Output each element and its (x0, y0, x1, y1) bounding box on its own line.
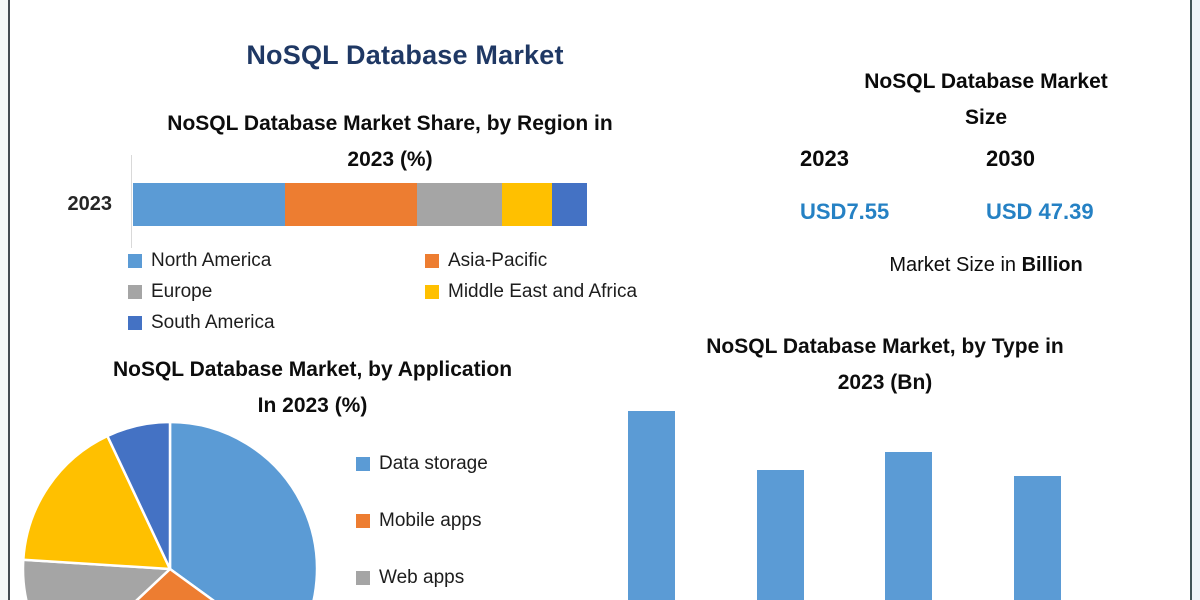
type-bar (628, 411, 675, 600)
region-chart-title: NoSQL Database Market Share, by Region i… (110, 106, 670, 178)
caption-bold: Billion (1021, 254, 1083, 276)
right-border-line (1190, 0, 1192, 600)
legend-item-asia-pacific: Asia-Pacific (425, 250, 637, 272)
region-bar-segment (502, 183, 553, 226)
legend-marker-icon (128, 315, 142, 330)
year-2023-label: 2023 (800, 146, 849, 171)
region-chart-title-line1: NoSQL Database Market Share, by Region i… (167, 112, 613, 135)
legend-item-web-apps: Web apps (356, 566, 488, 590)
type-chart-title-line2: 2023 (Bn) (837, 371, 933, 394)
legend-item-europe: Europe (128, 281, 425, 303)
legend-item-data-storage: Data storage (356, 452, 488, 476)
legend-label: Middle East and Africa (448, 280, 638, 302)
legend-item-south-america: South America (128, 312, 425, 334)
legend-marker-icon (128, 253, 142, 268)
legend-item-north-america: North America (128, 250, 425, 272)
application-chart-title: NoSQL Database Market, by Application In… (55, 352, 570, 424)
caption-prefix: Market Size in (889, 254, 1022, 276)
market-size-title: NoSQL Database Market Size (800, 64, 1172, 136)
legend-label: South America (151, 311, 275, 333)
legend-label: Web apps (379, 567, 465, 588)
legend-marker-icon (356, 514, 370, 528)
legend-marker-icon (128, 284, 142, 299)
application-chart-title-line2: In 2023 (%) (257, 394, 368, 417)
pie-slice (168, 420, 319, 600)
legend-label: Asia-Pacific (448, 249, 548, 271)
type-bar (756, 470, 804, 600)
type-chart-title: NoSQL Database Market, by Type in 2023 (… (655, 329, 1115, 401)
value-2023: USD7.55 (800, 199, 890, 224)
application-pie-chart (21, 420, 319, 600)
application-chart-title-line1: NoSQL Database Market, by Application (112, 358, 513, 381)
type-bar (885, 452, 933, 600)
legend-item-mobile-apps: Mobile apps (356, 509, 488, 533)
legend-marker-icon (356, 571, 370, 585)
region-chart-axis-line (131, 155, 132, 248)
page-title: NoSQL Database Market (246, 40, 564, 70)
pie-slice (135, 567, 215, 600)
type-bar (1013, 476, 1061, 600)
legend-label: Europe (151, 280, 213, 302)
region-stacked-bar (133, 183, 587, 226)
market-size-panel: NoSQL Database Market Size (800, 64, 1172, 136)
type-bar-chart (628, 411, 1061, 600)
legend-marker-icon (356, 457, 370, 471)
left-edge-strip (0, 0, 8, 600)
market-size-title-line2: Size (964, 106, 1008, 129)
pie-slice (21, 558, 172, 600)
legend-label: Data storage (379, 453, 488, 474)
application-legend: Data storage Mobile apps Web apps (356, 452, 488, 600)
region-bar-segment (285, 183, 418, 226)
value-2030: USD 47.39 (986, 199, 1094, 224)
market-size-title-line1: NoSQL Database Market (864, 70, 1108, 93)
region-bar-segment (133, 183, 286, 226)
region-bar-segment (417, 183, 503, 226)
legend-label: North America (151, 249, 272, 271)
left-border-line (8, 0, 10, 600)
year-2030-label: 2030 (986, 146, 1035, 171)
region-chart-title-line2: 2023 (%) (347, 148, 433, 171)
type-chart-title-line1: NoSQL Database Market, by Type in (706, 335, 1064, 358)
legend-marker-icon (425, 253, 439, 268)
market-size-years: 2023 2030 (800, 146, 1172, 172)
market-size-caption: Market Size in Billion (800, 254, 1172, 277)
market-size-values: USD7.55 USD 47.39 (800, 199, 1172, 225)
pie-slice (106, 420, 172, 571)
region-chart-category-label: 2023 (67, 193, 113, 215)
legend-label: Mobile apps (379, 510, 482, 531)
region-legend: North America Europe South America Asia-… (128, 245, 637, 338)
legend-item-middle-east-africa: Middle East and Africa (425, 281, 637, 303)
region-bar-segment (552, 183, 587, 226)
legend-marker-icon (425, 284, 439, 299)
right-edge-strip (1192, 0, 1200, 600)
pie-slice (22, 434, 172, 571)
